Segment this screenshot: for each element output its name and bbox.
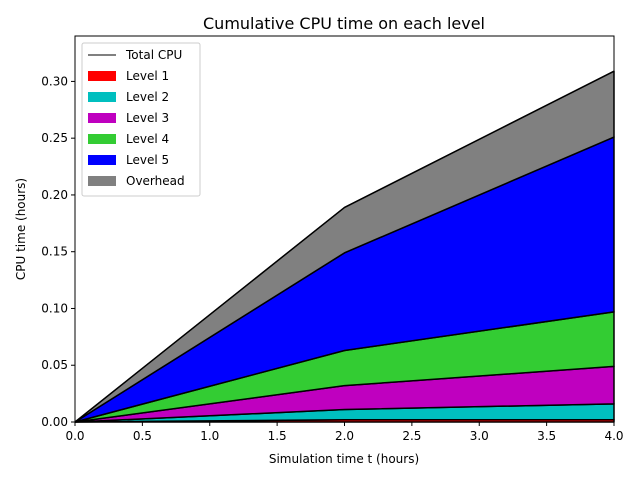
x-tick-label: 1.0 [200, 429, 219, 443]
legend-swatch-level-1 [88, 71, 116, 81]
legend-label-level-5: Level 5 [126, 153, 169, 167]
x-tick-label: 2.0 [335, 429, 354, 443]
x-tick-label: 1.5 [268, 429, 287, 443]
legend-swatch-overhead [88, 176, 116, 186]
total-cpu-line [74, 70, 615, 423]
plot-frame [74, 35, 615, 423]
y-tick-label: 0.15 [41, 245, 68, 259]
y-axis-ticks: 0.00 0.05 0.10 0.15 0.20 0.25 0.30 [41, 74, 75, 429]
x-tick-label: 3.0 [470, 429, 489, 443]
legend-label-level-1: Level 1 [126, 69, 169, 83]
y-tick-label: 0.30 [41, 74, 68, 88]
x-tick-label: 0.0 [65, 429, 84, 443]
x-tick-label: 4.0 [604, 429, 623, 443]
legend-label-level-4: Level 4 [126, 132, 169, 146]
y-tick-label: 0.20 [41, 188, 68, 202]
y-axis-label: CPU time (hours) [14, 178, 28, 280]
y-tick-label: 0.00 [41, 415, 68, 429]
legend-swatch-level-5 [88, 155, 116, 165]
legend-swatch-level-3 [88, 113, 116, 123]
x-tick-label: 0.5 [133, 429, 152, 443]
y-tick-label: 0.10 [41, 301, 68, 315]
legend: Total CPU Level 1 Level 2 Level 3 Level 4 Lev… [81, 42, 201, 197]
x-tick-label: 2.5 [402, 429, 421, 443]
x-axis-ticks: 0.0 0.5 1.0 1.5 2.0 2.5 3.0 3.5 4.0 [65, 422, 624, 443]
legend-label-total-cpu: Total CPU [125, 48, 182, 62]
y-tick-label: 0.25 [41, 131, 68, 145]
x-tick-label: 3.5 [537, 429, 556, 443]
legend-swatch-level-4 [88, 134, 116, 144]
chart-title: Cumulative CPU time on each level [203, 14, 485, 33]
x-axis-label: Simulation time t (hours) [269, 452, 419, 466]
legend-label-overhead: Overhead [126, 174, 185, 188]
stacked-areas [74, 70, 615, 423]
legend-label-level-2: Level 2 [126, 90, 169, 104]
legend-label-level-3: Level 3 [126, 111, 169, 125]
legend-swatch-level-2 [88, 92, 116, 102]
y-tick-label: 0.05 [41, 358, 68, 372]
